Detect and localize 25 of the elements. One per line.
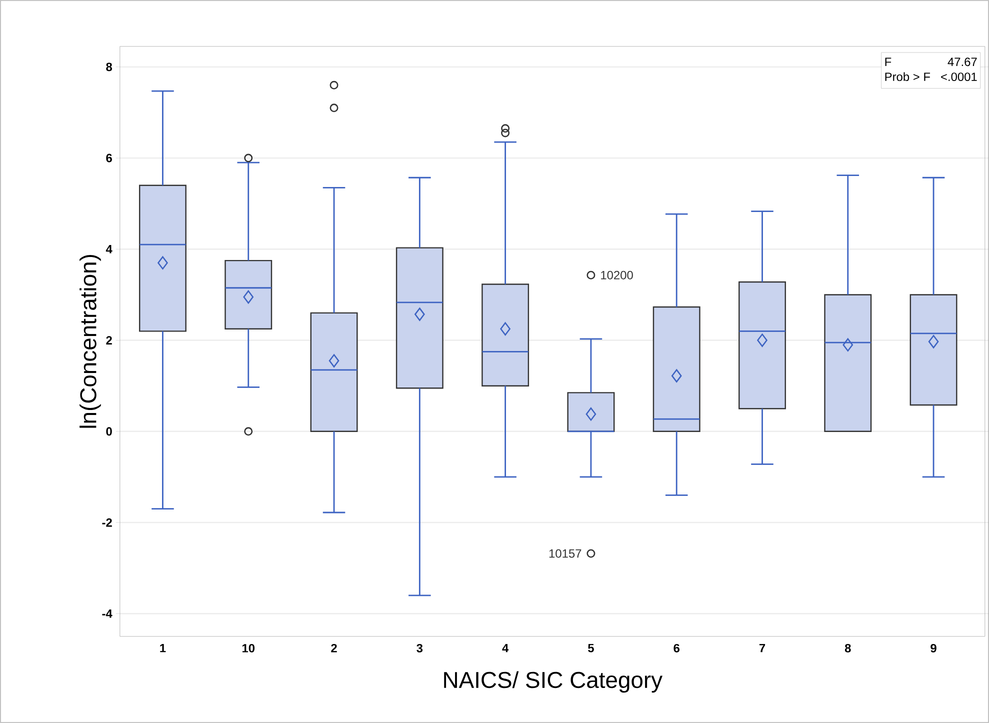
y-axis-title: ln(Concentration) — [80, 254, 101, 428]
annotation: <.0001 — [941, 72, 977, 82]
annotation: 10157 — [549, 549, 582, 558]
x-tick-label: 10 — [242, 644, 255, 652]
y-tick-label: -2 — [102, 518, 112, 527]
y-tick-label: -4 — [102, 610, 112, 618]
x-tick-label: 5 — [588, 644, 594, 652]
x-tick-label: 6 — [674, 644, 680, 652]
y-tick-label: 6 — [106, 154, 112, 162]
y-tick-label: 0 — [106, 427, 112, 436]
x-tick-label: 2 — [331, 644, 337, 652]
x-tick-label: 3 — [416, 644, 423, 652]
x-tick-label: 4 — [502, 644, 509, 652]
annotation: Prob > F — [885, 72, 930, 82]
x-axis-title: NAICS/ SIC Category — [444, 671, 662, 693]
annotation: F — [885, 58, 892, 66]
annotation: 47.67 — [948, 58, 977, 66]
y-tick-label: 2 — [106, 336, 112, 344]
annotation: 10200 — [601, 270, 633, 280]
y-tick-label: 4 — [106, 245, 112, 254]
x-tick-label: 8 — [844, 644, 851, 652]
x-tick-label: 7 — [759, 644, 766, 652]
x-tick-label: 1 — [160, 644, 166, 652]
y-tick-label: 8 — [106, 62, 112, 72]
x-tick-label: 9 — [930, 644, 936, 652]
